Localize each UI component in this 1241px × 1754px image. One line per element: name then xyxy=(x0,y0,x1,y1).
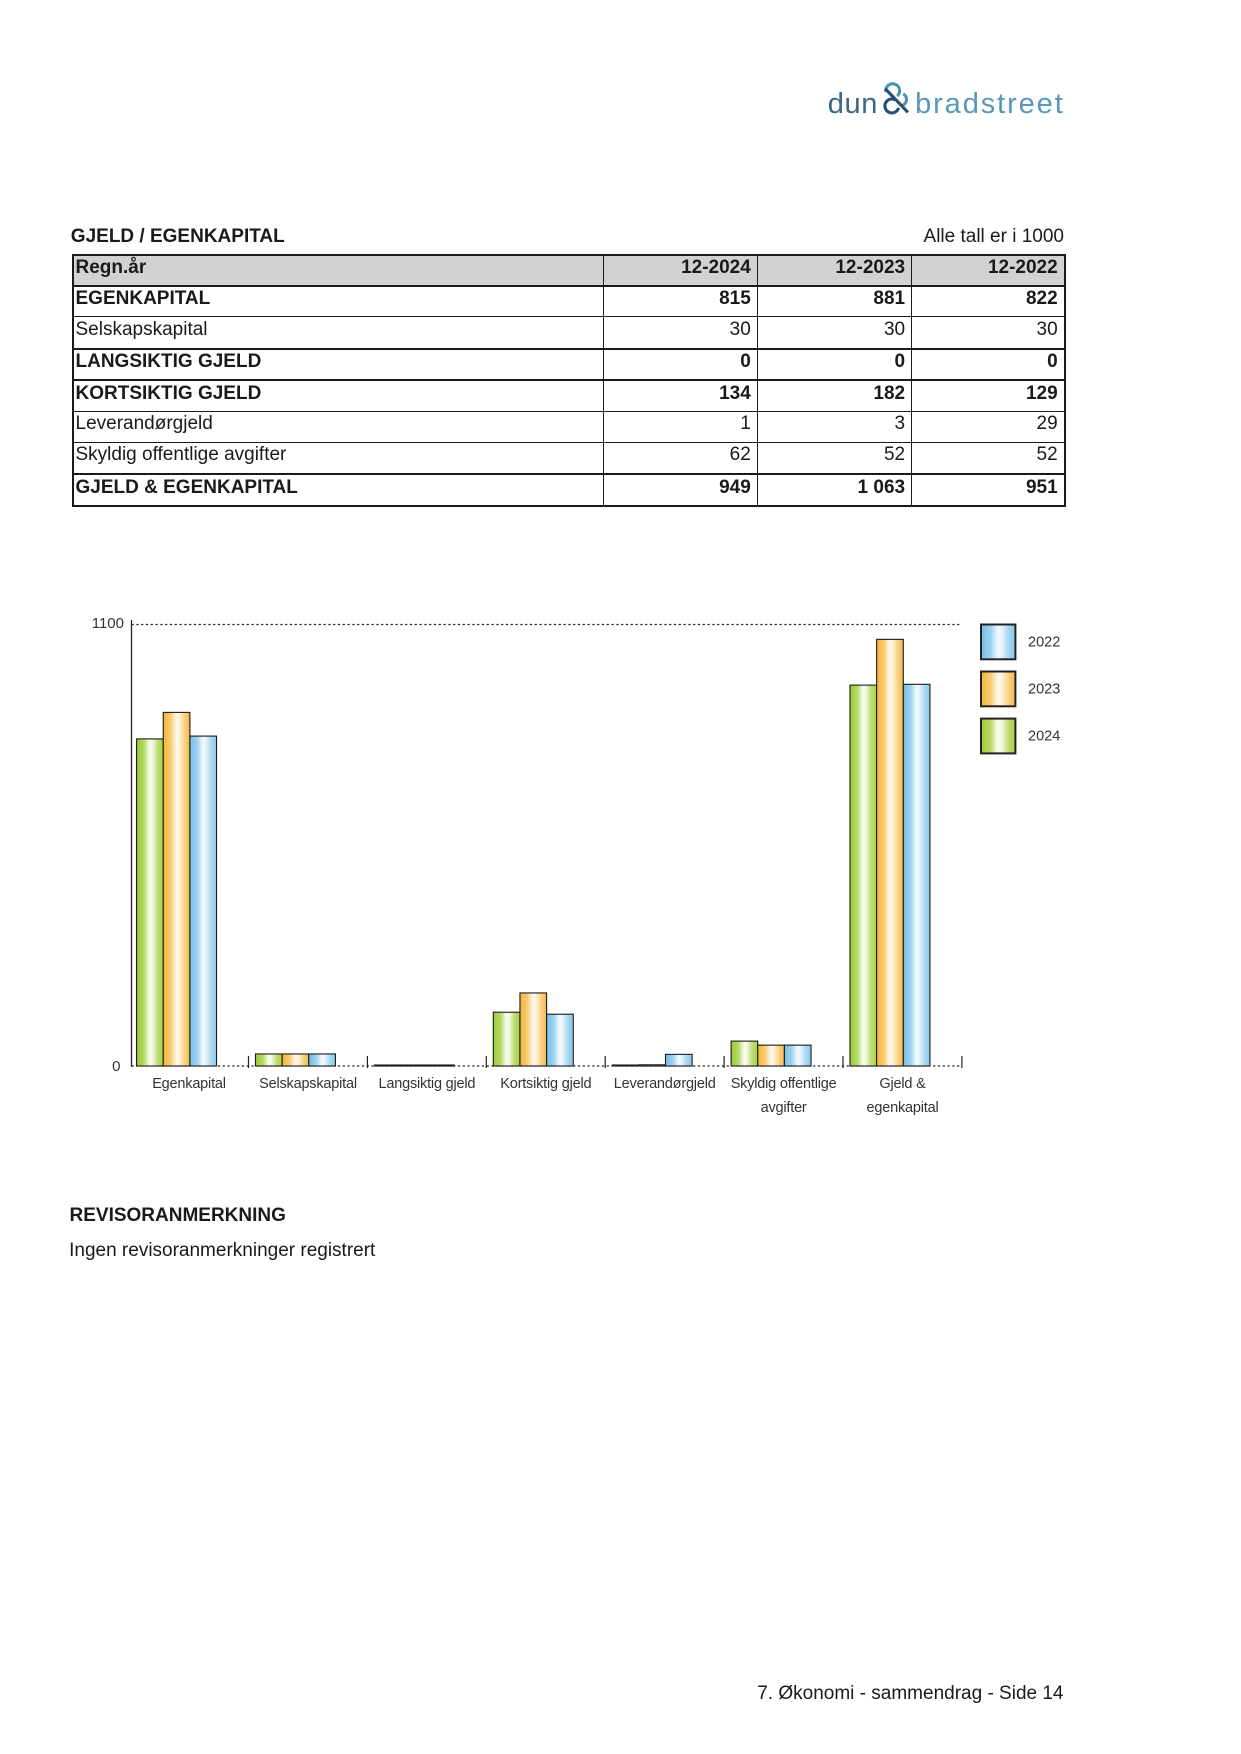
svg-text:Skyldig offentlige: Skyldig offentlige xyxy=(731,1076,837,1092)
svg-text:Leverandørgjeld: Leverandørgjeld xyxy=(614,1076,716,1092)
svg-text:2024: 2024 xyxy=(1028,729,1060,745)
svg-text:Selskapskapital: Selskapskapital xyxy=(259,1076,357,1092)
svg-text:Gjeld &: Gjeld & xyxy=(879,1076,926,1092)
svg-text:0: 0 xyxy=(112,1058,120,1075)
svg-text:2022: 2022 xyxy=(1028,635,1060,651)
svg-text:1100: 1100 xyxy=(92,615,124,632)
svg-text:egenkapital: egenkapital xyxy=(867,1100,939,1116)
svg-text:Kortsiktig gjeld: Kortsiktig gjeld xyxy=(500,1076,591,1092)
svg-text:Langsiktig gjeld: Langsiktig gjeld xyxy=(379,1076,476,1092)
svg-text:2023: 2023 xyxy=(1028,682,1060,698)
svg-text:Egenkapital: Egenkapital xyxy=(152,1076,226,1092)
svg-text:avgifter: avgifter xyxy=(761,1100,807,1116)
